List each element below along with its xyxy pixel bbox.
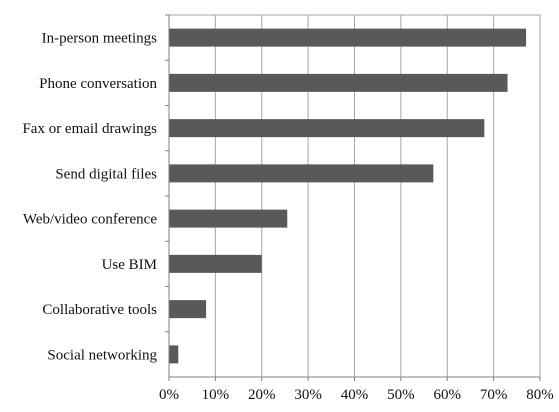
x-tick-label: 50%: [387, 387, 415, 403]
bar: [169, 209, 288, 228]
category-label: Phone conversation: [39, 76, 157, 92]
category-label: Fax or email drawings: [22, 121, 157, 137]
label-layer: 0% 10% 20% 30% 40% 50% 60% 70% 80% In-person meet…: [22, 31, 553, 403]
bar: [169, 345, 179, 364]
category-label: Web/video conference: [23, 212, 157, 228]
x-tick-label: 70%: [480, 387, 508, 403]
x-tick-label: 40%: [341, 387, 369, 403]
category-label: Collaborative tools: [42, 302, 157, 318]
bar: [169, 300, 207, 319]
x-tick-label: 60%: [434, 387, 462, 403]
bar-layer: [169, 28, 527, 364]
x-tick-label: 20%: [248, 387, 276, 403]
axis-layer: [165, 14, 541, 381]
grid-layer: [168, 14, 541, 378]
category-label: In-person meetings: [42, 31, 158, 47]
x-tick-label: 0%: [159, 387, 179, 403]
x-tick-label: 80%: [526, 387, 554, 403]
bar: [169, 119, 485, 138]
x-tick-label: 30%: [294, 387, 322, 403]
category-label: Send digital files: [55, 166, 157, 182]
bar: [169, 164, 434, 183]
bar: [169, 73, 508, 92]
category-label: Use BIM: [102, 257, 157, 273]
x-tick-label: 10%: [202, 387, 230, 403]
bar: [169, 28, 527, 47]
bar: [169, 254, 262, 273]
category-label: Social networking: [47, 347, 157, 363]
